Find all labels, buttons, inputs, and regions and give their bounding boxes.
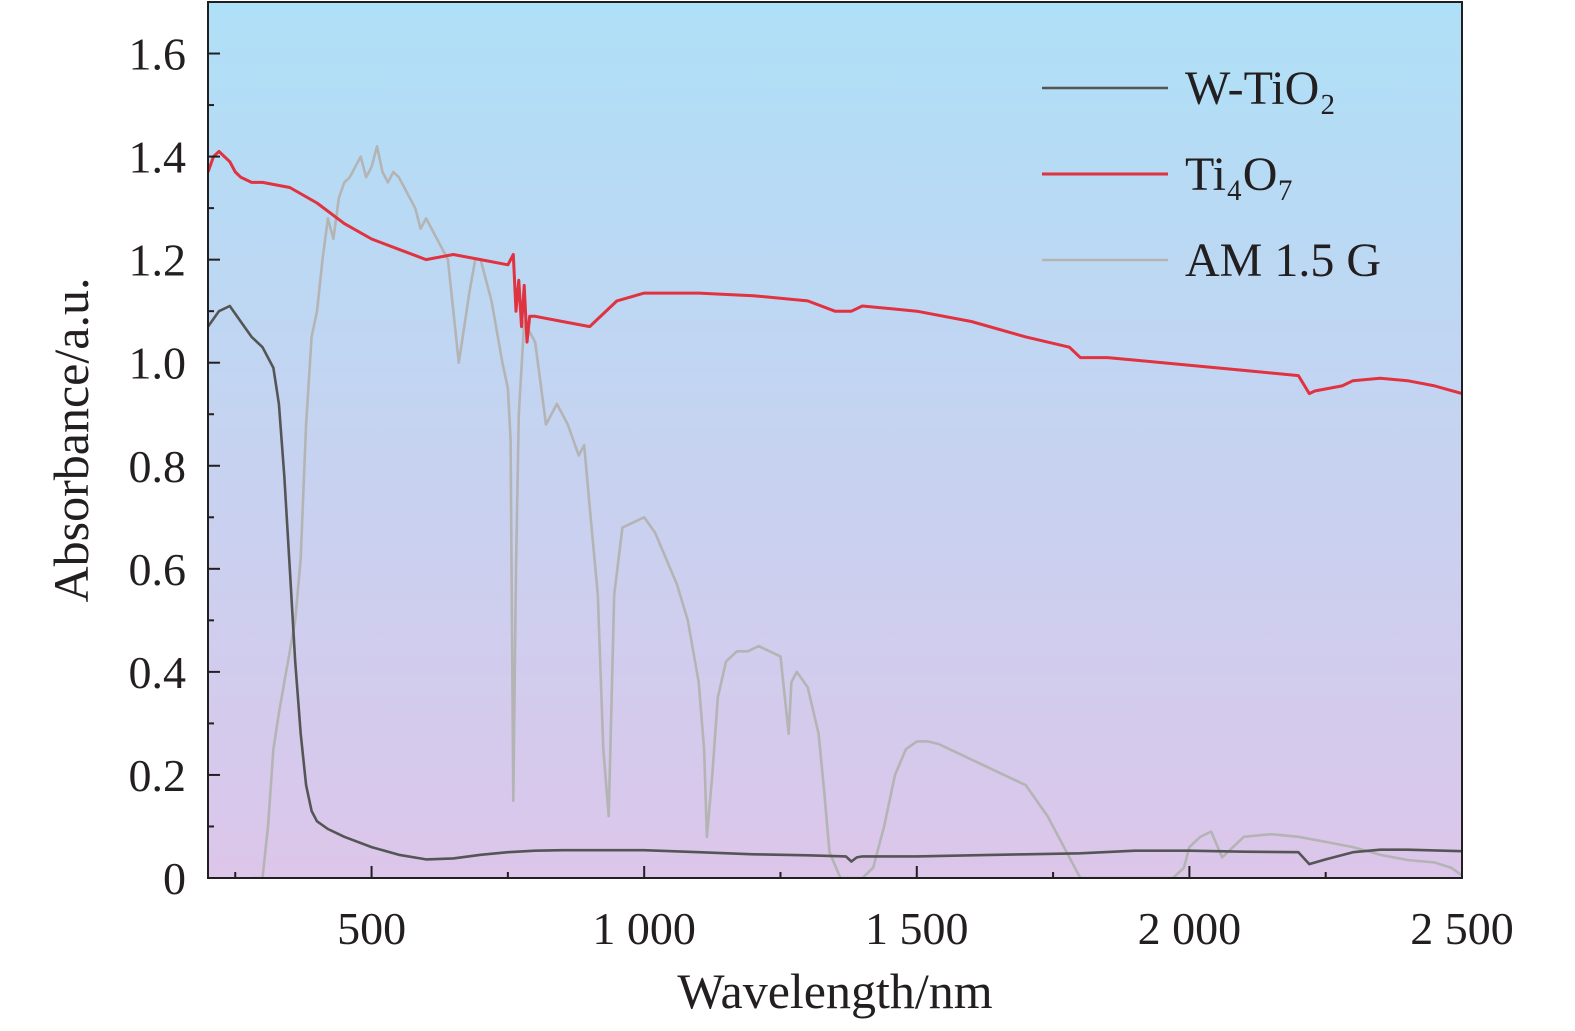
- plot-area: [208, 2, 1462, 878]
- legend-label: Ti₄O₇: [1185, 148, 1294, 201]
- y-axis-title: Absorbance/a.u.: [43, 278, 99, 603]
- legend-item: W-TiO₂: [1042, 62, 1336, 115]
- y-tick-label: 0: [163, 853, 186, 904]
- series-line: [251, 145, 1462, 878]
- x-tick-label: 1 500: [865, 903, 969, 954]
- x-axis: 500 1 000 1 500 2 000 2 500: [234, 866, 1514, 954]
- legend-item: AM 1.5 G: [1042, 234, 1381, 287]
- y-tick-label: 1.6: [129, 29, 187, 80]
- y-tick-label: 0.4: [129, 647, 187, 698]
- x-tick-label: 500: [337, 903, 406, 954]
- legend-item: Ti₄O₇: [1042, 148, 1294, 201]
- x-tick-label: 1 000: [592, 903, 696, 954]
- y-tick-label: 1.2: [129, 235, 187, 286]
- y-tick-label: 0.2: [129, 750, 187, 801]
- series-layer: [208, 145, 1462, 878]
- x-tick-label: 2 000: [1138, 903, 1242, 954]
- y-tick-label: 0.6: [129, 544, 187, 595]
- x-tick-label: 2 500: [1410, 903, 1514, 954]
- y-tick-label: 1.4: [129, 132, 187, 183]
- legend-label: AM 1.5 G: [1185, 234, 1381, 287]
- y-axis: 0 0.2 0.4 0.6 0.8 1.0 1.2 1.4 1.6: [129, 29, 220, 904]
- series-line: [208, 304, 1462, 866]
- legend: W-TiO₂ Ti₄O₇ AM 1.5 G: [1042, 62, 1381, 287]
- x-axis-title: Wavelength/nm: [677, 963, 992, 1019]
- plot-frame: [207, 1, 1463, 879]
- series-line: [208, 149, 1462, 396]
- y-tick-label: 0.8: [129, 441, 187, 492]
- y-tick-label: 1.0: [129, 338, 187, 389]
- legend-label: W-TiO₂: [1185, 62, 1336, 115]
